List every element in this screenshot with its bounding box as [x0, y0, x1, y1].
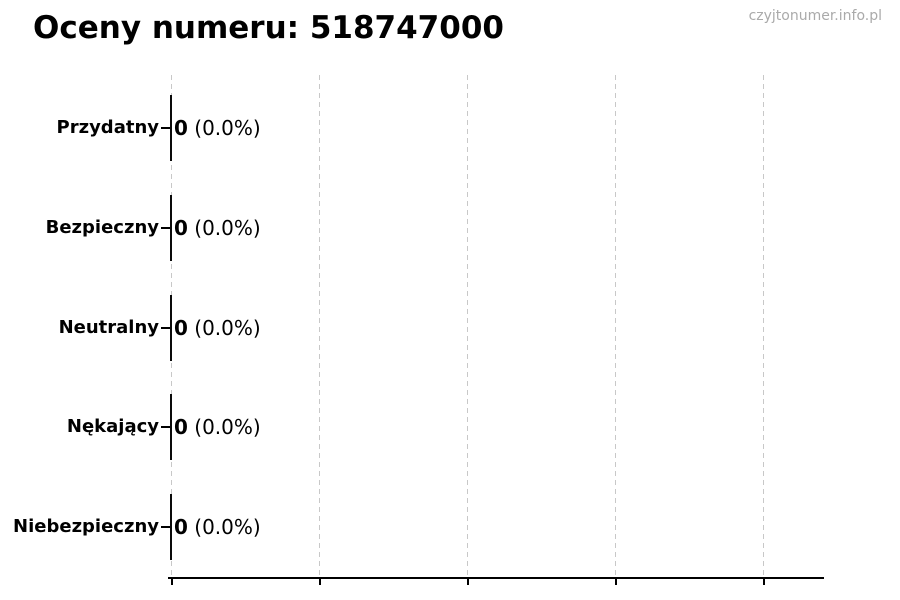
category-label: Niebezpieczny [13, 516, 159, 537]
value-percent: (0.0%) [187, 116, 261, 140]
y-axis-tick [161, 127, 170, 129]
value-count: 0 [174, 316, 188, 340]
x-axis-tick [171, 579, 173, 585]
value-count: 0 [174, 515, 188, 539]
bar [170, 394, 172, 460]
value-label: 0 (0.0%) [174, 116, 261, 140]
bar [170, 494, 172, 560]
x-gridline [763, 75, 764, 578]
y-axis-tick [161, 327, 170, 329]
category-label: Bezpieczny [45, 217, 159, 238]
x-axis-tick [319, 579, 321, 585]
value-percent: (0.0%) [187, 316, 261, 340]
bar [170, 295, 172, 361]
y-axis-tick [161, 227, 170, 229]
value-label: 0 (0.0%) [174, 316, 261, 340]
value-label: 0 (0.0%) [174, 415, 261, 439]
x-gridline [319, 75, 320, 578]
chart-title: Oceny numeru: 518747000 [33, 10, 504, 46]
value-percent: (0.0%) [187, 415, 261, 439]
y-axis-tick [161, 426, 170, 428]
y-axis-tick [161, 526, 170, 528]
x-axis-line [168, 577, 824, 579]
bar [170, 95, 172, 161]
value-count: 0 [174, 415, 188, 439]
value-count: 0 [174, 216, 188, 240]
value-label: 0 (0.0%) [174, 216, 261, 240]
category-label: Neutralny [58, 317, 159, 338]
x-axis-tick [615, 579, 617, 585]
value-percent: (0.0%) [187, 515, 261, 539]
value-percent: (0.0%) [187, 216, 261, 240]
x-gridline [615, 75, 616, 578]
bar [170, 195, 172, 261]
watermark: czyjtonumer.info.pl [748, 8, 882, 24]
value-count: 0 [174, 116, 188, 140]
x-axis-tick [467, 579, 469, 585]
x-axis-tick [763, 579, 765, 585]
value-label: 0 (0.0%) [174, 515, 261, 539]
category-label: Nękający [66, 416, 159, 437]
x-gridline [467, 75, 468, 578]
category-label: Przydatny [56, 117, 159, 138]
